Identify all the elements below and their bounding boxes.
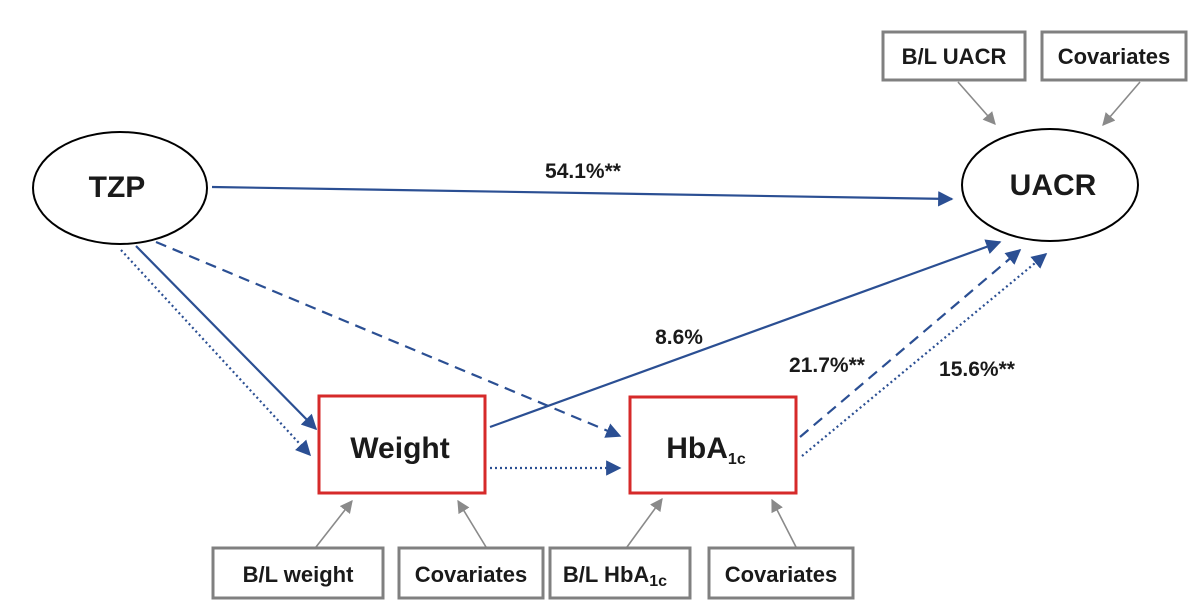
arrow-covariates-to-weight xyxy=(457,499,487,548)
box-bl-uacr-label: B/L UACR xyxy=(902,44,1007,69)
path-tzp-weight-solid xyxy=(135,245,318,431)
path-tzp-hba1c-dashed xyxy=(155,240,622,438)
arrow-bl-uacr-to-uacr xyxy=(957,81,996,125)
box-covariates-uacr-label: Covariates xyxy=(1058,44,1171,69)
box-bl-hba1c-label: B/L HbA1c xyxy=(563,562,667,590)
box-covariates-weight-label: Covariates xyxy=(415,562,528,587)
box-bl-hba1c: B/L HbA1c xyxy=(548,546,692,600)
node-uacr: UACR xyxy=(961,128,1139,242)
node-weight: Weight xyxy=(317,394,487,495)
label-hba1c-uacr-dashed: 21.7%** xyxy=(789,354,866,377)
path-weight-uacr xyxy=(489,239,1002,429)
label-weight-uacr: 8.6% xyxy=(655,326,703,349)
label-hba1c-uacr-dotted: 15.6%** xyxy=(939,358,1016,381)
box-covariates-hba1c: Covariates xyxy=(707,546,855,600)
arrow-covariates-to-hba1c xyxy=(771,498,797,548)
arrow-covariates-to-uacr xyxy=(1102,81,1141,126)
node-hba1c: HbA1c xyxy=(628,395,798,495)
box-covariates-hba1c-label: Covariates xyxy=(725,562,838,587)
box-bl-weight-label: B/L weight xyxy=(243,562,354,587)
box-bl-uacr: B/L UACR xyxy=(881,30,1027,82)
box-bl-weight: B/L weight xyxy=(211,546,385,600)
arrow-bl-weight-to-weight xyxy=(315,499,353,548)
path-tzp-uacr xyxy=(211,185,954,207)
arrow-bl-hba1c-to-hba1c xyxy=(626,497,663,548)
node-tzp: TZP xyxy=(32,131,208,245)
node-uacr-label: UACR xyxy=(1010,169,1097,202)
label-tzp-uacr: 54.1%** xyxy=(545,160,622,183)
node-hba1c-label: HbA1c xyxy=(666,432,746,468)
node-tzp-label: TZP xyxy=(89,171,146,204)
path-tzp-weight-dotted xyxy=(120,249,312,457)
node-weight-label: Weight xyxy=(350,432,449,465)
path-hba1c-uacr-dashed xyxy=(799,249,1022,438)
box-covariates-uacr: Covariates xyxy=(1040,30,1188,82)
box-covariates-weight: Covariates xyxy=(397,546,545,600)
